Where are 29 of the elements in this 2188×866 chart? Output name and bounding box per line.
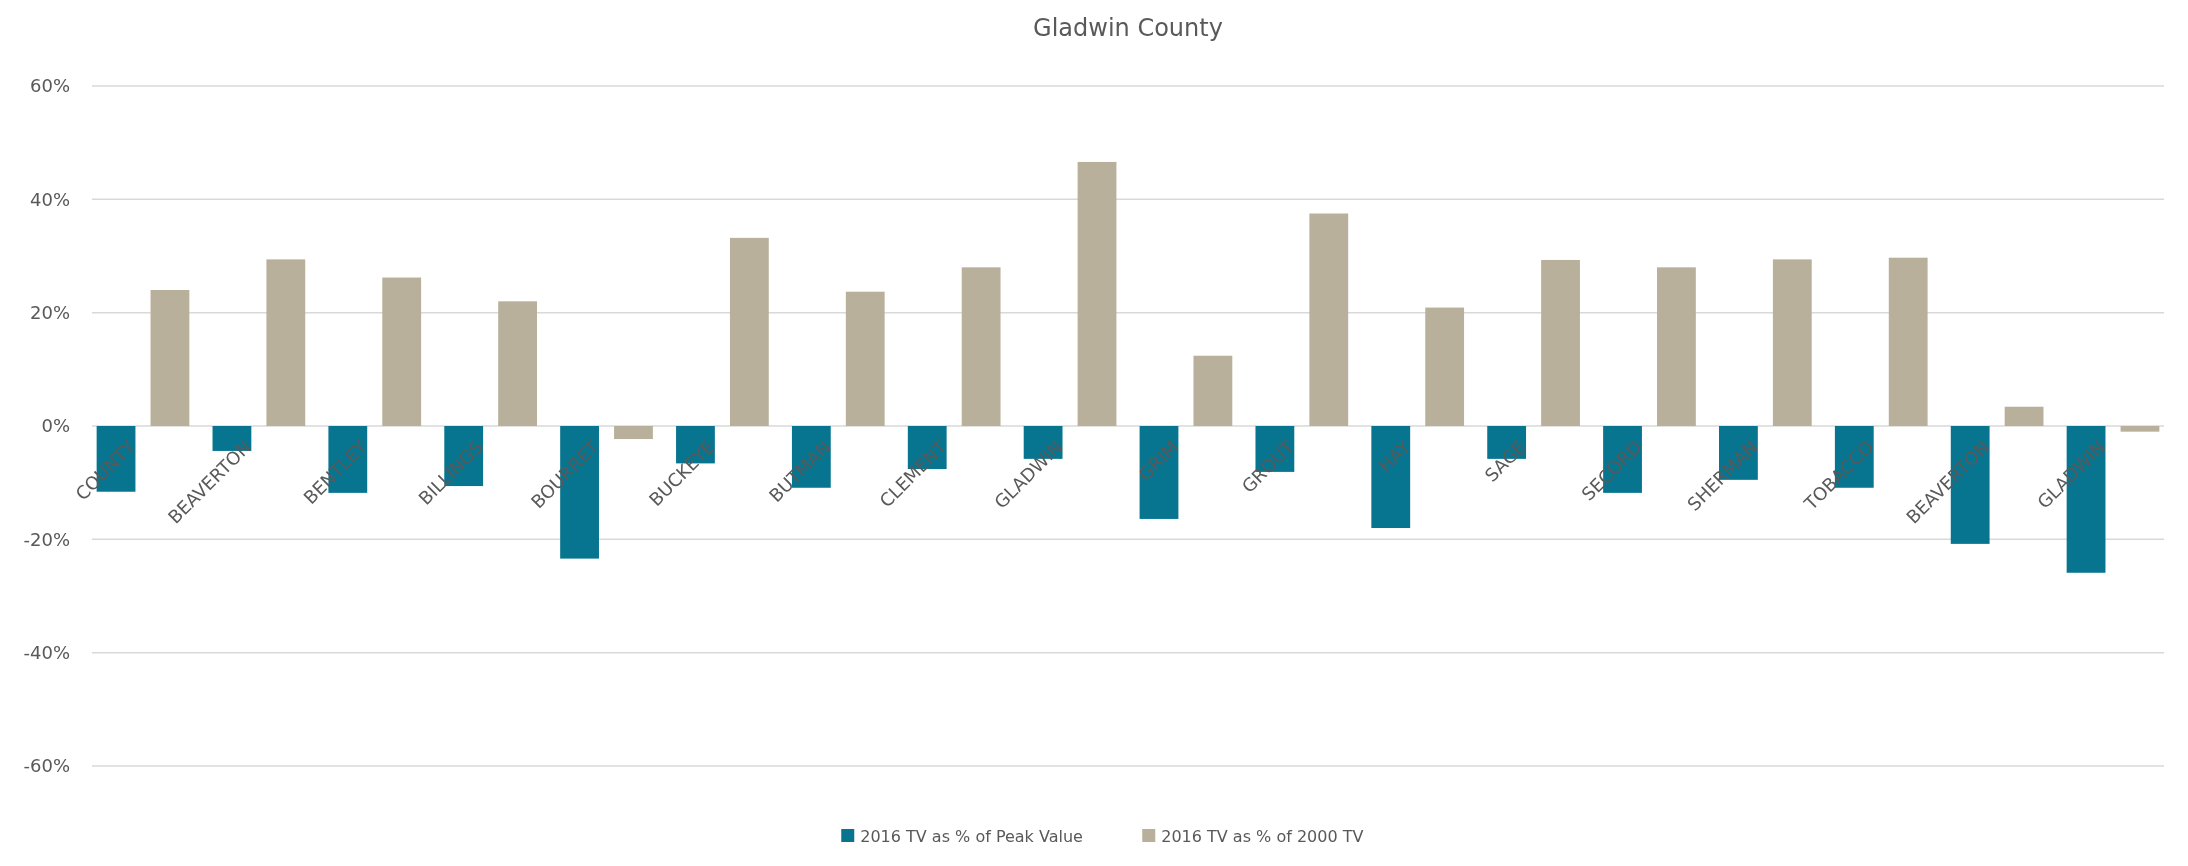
bar [961,267,1001,426]
legend-label: 2016 TV as % of Peak Value [860,826,1083,846]
bar [1309,213,1349,426]
legend-label: 2016 TV as % of 2000 TV [1161,826,1364,846]
chart-title: Gladwin County [1033,14,1223,42]
bar [729,237,769,426]
bar [1657,267,1696,426]
bar [2120,426,2160,432]
bar [1888,257,1928,426]
bar [1077,161,1117,426]
bar [150,290,190,426]
bar [1772,259,1812,426]
bar [1425,307,1465,426]
bar [845,291,885,426]
y-tick-label: 60% [29,75,70,97]
y-tick-label: -20% [23,528,70,550]
y-tick-label: -60% [23,755,70,777]
bar [1541,259,1580,426]
bar [614,426,653,440]
bar [1193,355,1233,426]
bar [382,277,422,426]
bar [266,259,306,426]
y-tick-label: 0% [41,415,70,437]
bar [1371,426,1411,528]
y-tick-label: -40% [23,641,70,663]
bar [498,301,537,426]
y-tick-label: 40% [29,188,70,210]
bar [2004,406,2044,426]
y-tick-label: 20% [29,301,70,323]
